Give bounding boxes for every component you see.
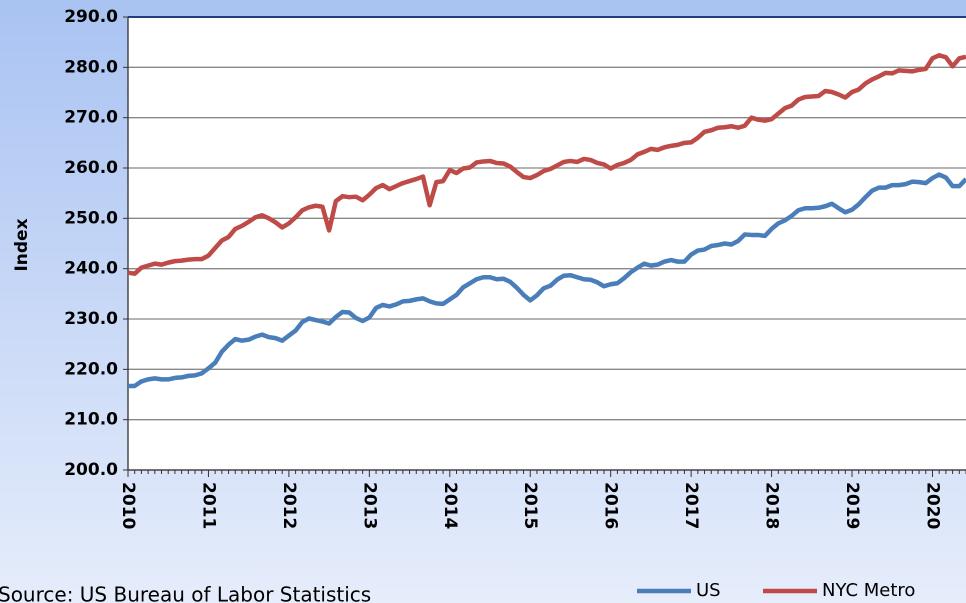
x-tick-label: 2017 [681,482,701,529]
line [127,53,966,276]
legend-item: NYC Metro [763,580,915,601]
y-tick-label: 200.0 [64,460,118,480]
y-axis-label: Index [12,218,32,271]
x-tick-label: 2016 [601,482,621,529]
x-tick-label: 2015 [520,482,540,529]
legend-label: NYC Metro [822,580,915,601]
series [128,172,966,389]
x-tick-label: 2013 [359,482,379,529]
x-tick-label: 2011 [198,482,218,529]
y-tick-label: 210.0 [64,410,118,430]
x-tick-label: 2012 [279,482,299,529]
y-tick-label: 260.0 [64,158,118,178]
y-tick-label: 280.0 [64,57,118,77]
x-tick-label: 2014 [440,482,460,529]
y-tick-label: 230.0 [64,309,118,329]
source: Source: US Bureau of Labor Statistics [0,583,371,603]
y-tick-label: 240.0 [64,259,118,279]
y-tick-label: 290.0 [64,7,118,27]
plot-area [128,17,966,470]
y-tick-label: 250.0 [64,208,118,228]
legend-label: US [696,580,721,601]
x-tick-label: 2018 [762,482,782,529]
legend-item: US [637,580,721,601]
x-tick-label: 2010 [118,482,138,529]
x-tick-label: 2020 [922,482,942,529]
series [127,53,966,276]
x-tick-label: 2019 [842,482,862,529]
line [128,172,966,389]
y-tick-label: 270.0 [64,108,118,128]
y-tick-label: 220.0 [64,359,118,379]
